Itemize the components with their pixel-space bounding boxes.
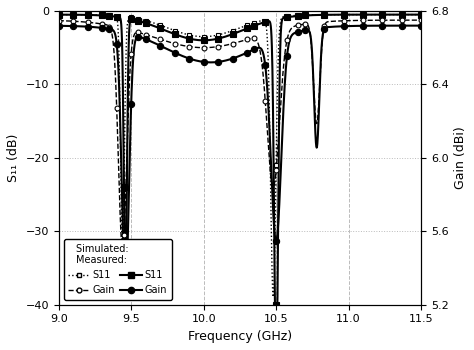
Y-axis label: Gain (dBi): Gain (dBi)	[454, 126, 467, 189]
Legend: S11, Gain, S11, Gain: S11, Gain, S11, Gain	[64, 239, 172, 300]
Y-axis label: S₁₁ (dB): S₁₁ (dB)	[7, 134, 20, 182]
X-axis label: Frequency (GHz): Frequency (GHz)	[188, 330, 292, 343]
